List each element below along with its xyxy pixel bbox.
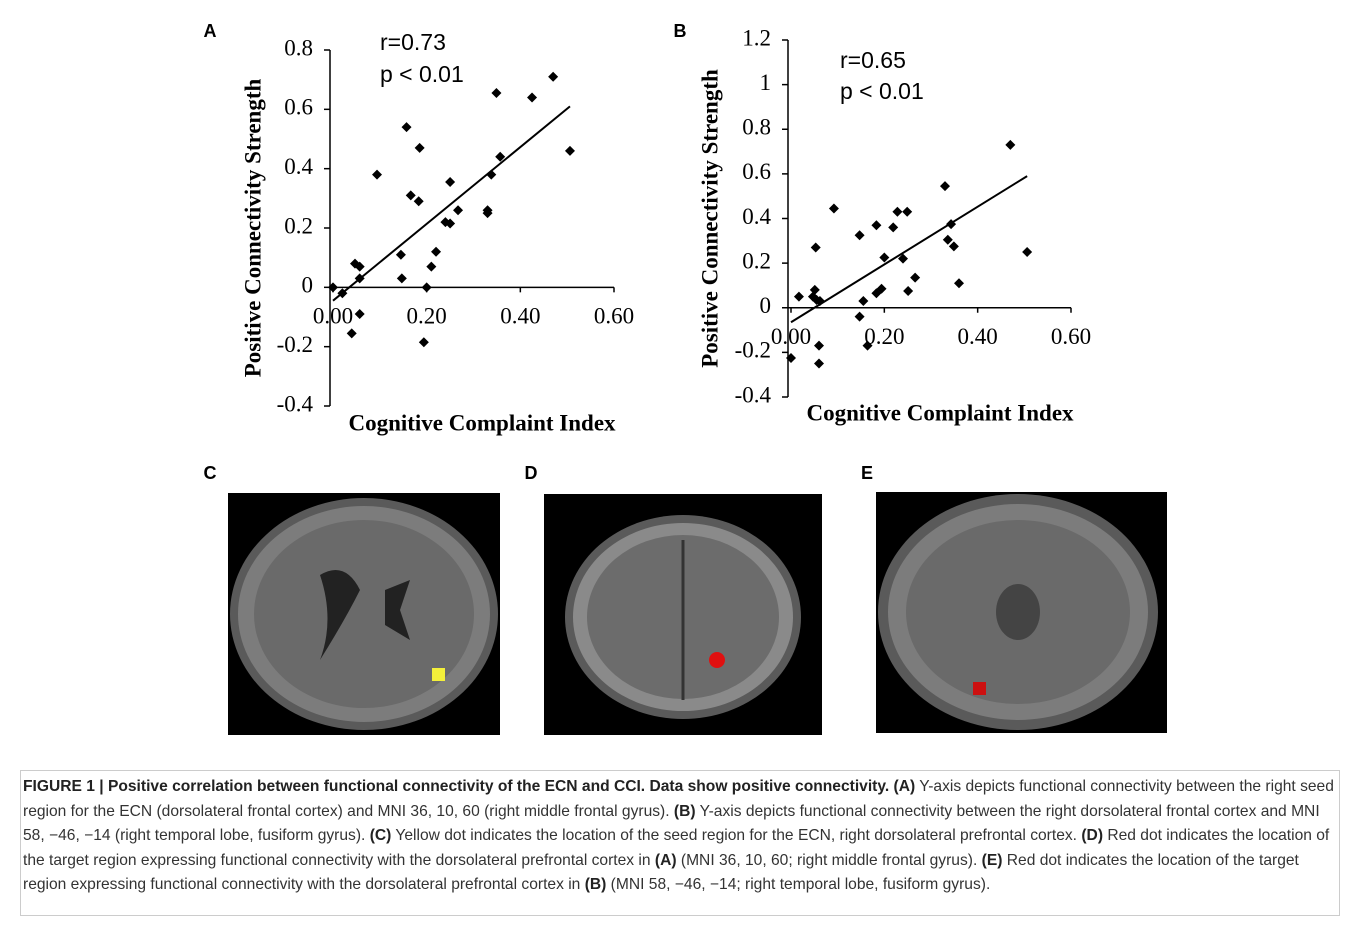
annotation: p < 0.01 bbox=[380, 61, 464, 87]
y-tick-label: 0.8 bbox=[742, 115, 771, 140]
trendline bbox=[791, 176, 1027, 322]
y-tick-label: 1 bbox=[760, 70, 772, 95]
brain-image-d bbox=[544, 494, 822, 735]
caption-text: (MNI 58, −46, −14; right temporal lobe, … bbox=[606, 876, 990, 893]
y-tick-label: 0.6 bbox=[284, 95, 313, 120]
data-point bbox=[871, 220, 881, 230]
x-tick-label: 0.40 bbox=[500, 304, 540, 329]
data-point bbox=[794, 292, 804, 302]
y-tick-label: 0.6 bbox=[742, 159, 771, 184]
x-tick-label: 0.60 bbox=[594, 304, 634, 329]
caption-text: (MNI 36, 10, 60; right middle frontal gy… bbox=[677, 852, 982, 869]
data-point bbox=[888, 222, 898, 232]
data-point bbox=[903, 286, 913, 296]
data-point bbox=[940, 181, 950, 191]
data-point bbox=[829, 203, 839, 213]
x-tick-label: 0.20 bbox=[407, 304, 447, 329]
panel-label: D bbox=[525, 463, 538, 483]
y-axis-title: Positive Connectivity Strength bbox=[697, 69, 722, 368]
data-point bbox=[402, 122, 412, 132]
y-axis-title: Positive Connectivity Strength bbox=[240, 79, 265, 378]
data-point bbox=[426, 262, 436, 272]
data-point bbox=[397, 273, 407, 283]
y-tick-label: -0.2 bbox=[735, 338, 771, 363]
data-point bbox=[445, 177, 455, 187]
x-axis-title: Cognitive Complaint Index bbox=[348, 410, 616, 435]
y-tick-label: 0.8 bbox=[284, 35, 313, 60]
caption-bold: (C) bbox=[370, 827, 392, 844]
data-point bbox=[491, 88, 501, 98]
data-point bbox=[422, 282, 432, 292]
data-point bbox=[902, 207, 912, 217]
caption-bold: (B) bbox=[585, 876, 607, 893]
data-point bbox=[415, 143, 425, 153]
data-point bbox=[1005, 140, 1015, 150]
page: {"chart_data": [ {"type": "scatter", "la… bbox=[0, 0, 1360, 932]
x-tick-label: 0.40 bbox=[958, 324, 998, 349]
data-point bbox=[406, 190, 416, 200]
x-axis-title: Cognitive Complaint Index bbox=[806, 400, 1074, 425]
panel-label: C bbox=[204, 463, 217, 483]
data-point bbox=[910, 273, 920, 283]
data-point bbox=[855, 312, 865, 322]
y-tick-label: 0.4 bbox=[284, 154, 313, 179]
caption-bold: (A) bbox=[655, 852, 677, 869]
y-tick-label: -0.2 bbox=[277, 332, 313, 357]
data-point bbox=[879, 253, 889, 263]
data-point bbox=[548, 72, 558, 82]
annotation: p < 0.01 bbox=[840, 78, 924, 104]
data-point bbox=[1022, 247, 1032, 257]
data-point bbox=[943, 235, 953, 245]
data-point bbox=[486, 170, 496, 180]
annotation: r=0.73 bbox=[380, 29, 446, 55]
data-point bbox=[453, 205, 463, 215]
x-tick-label: 0.60 bbox=[1051, 324, 1091, 349]
caption-bold: (B) bbox=[674, 803, 696, 820]
y-tick-label: -0.4 bbox=[277, 391, 314, 416]
data-point bbox=[347, 328, 357, 338]
data-point bbox=[355, 309, 365, 319]
y-tick-label: -0.4 bbox=[735, 382, 772, 407]
trendline bbox=[333, 106, 570, 300]
x-tick-label: 0.00 bbox=[313, 304, 353, 329]
annotation: r=0.65 bbox=[840, 47, 906, 73]
brain-image-c bbox=[228, 493, 500, 735]
data-point bbox=[954, 278, 964, 288]
data-point bbox=[855, 230, 865, 240]
data-point bbox=[565, 146, 575, 156]
caption-bold: (E) bbox=[982, 852, 1003, 869]
caption-bold: FIGURE 1 | Positive correlation between … bbox=[23, 778, 915, 795]
panel-label: A bbox=[204, 21, 217, 41]
y-tick-label: 0.2 bbox=[284, 213, 313, 238]
brain-image-e bbox=[876, 492, 1167, 733]
y-tick-label: 0.4 bbox=[742, 204, 771, 229]
data-point bbox=[949, 241, 959, 251]
panel-label: B bbox=[674, 21, 687, 41]
data-point bbox=[396, 250, 406, 260]
panel-label: E bbox=[861, 463, 873, 483]
data-point bbox=[858, 296, 868, 306]
data-point bbox=[814, 359, 824, 369]
data-point bbox=[372, 170, 382, 180]
data-point bbox=[431, 247, 441, 257]
caption-text: Yellow dot indicates the location of the… bbox=[391, 827, 1081, 844]
x-tick-label: 0.00 bbox=[771, 324, 811, 349]
data-point bbox=[892, 207, 902, 217]
data-point bbox=[814, 341, 824, 351]
data-point bbox=[527, 92, 537, 102]
data-point bbox=[811, 243, 821, 253]
data-point bbox=[414, 196, 424, 206]
y-tick-label: 0 bbox=[302, 273, 314, 298]
figure-caption: FIGURE 1 | Positive correlation between … bbox=[20, 770, 1340, 916]
y-tick-label: 1.2 bbox=[742, 25, 771, 50]
caption-bold: (D) bbox=[1081, 827, 1103, 844]
data-point bbox=[419, 337, 429, 347]
y-tick-label: 0 bbox=[760, 293, 772, 318]
y-tick-label: 0.2 bbox=[742, 248, 771, 273]
